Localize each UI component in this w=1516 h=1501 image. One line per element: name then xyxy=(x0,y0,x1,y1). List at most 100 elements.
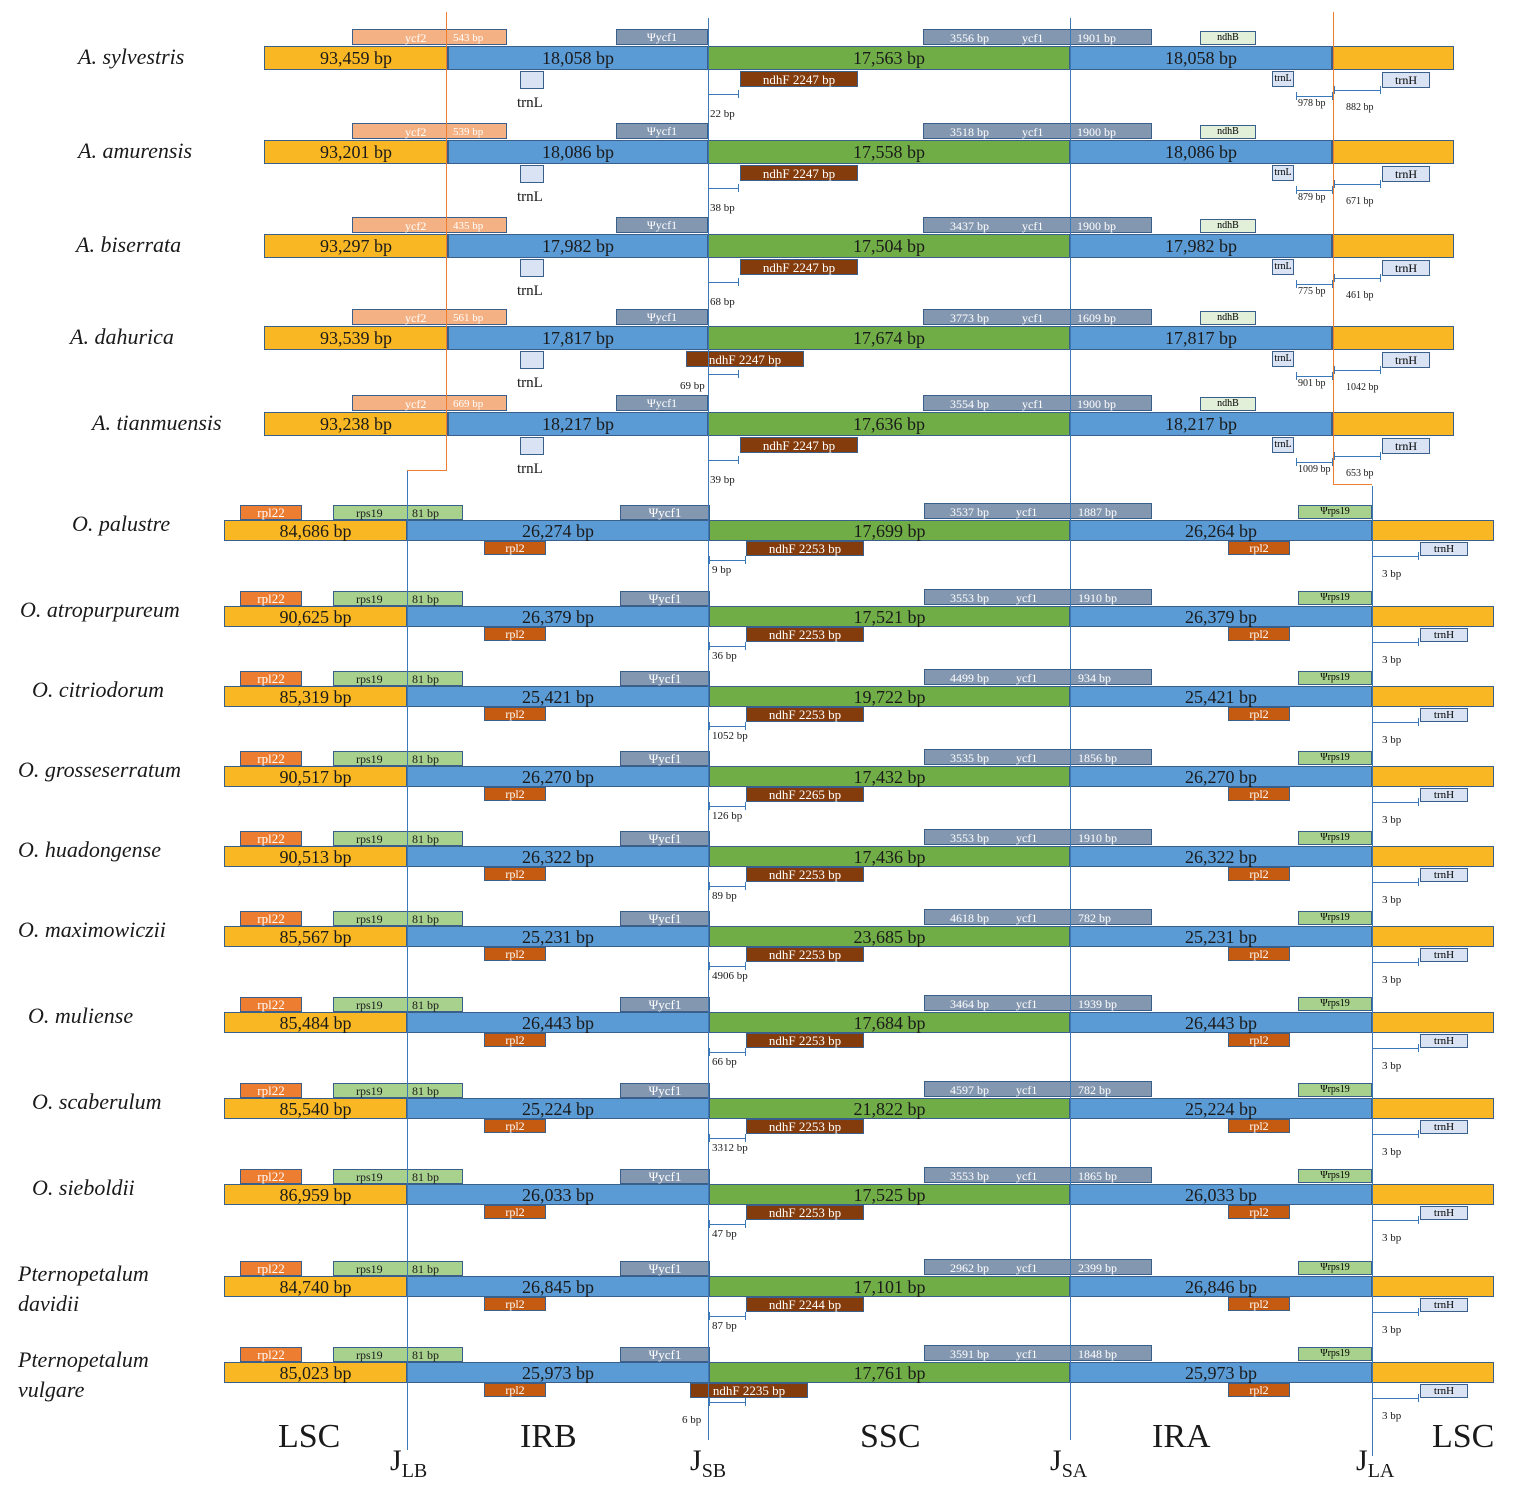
trnL-label: trnL xyxy=(517,461,543,477)
ndhF-gap-label: 3312 bp xyxy=(712,1142,748,1154)
ndhF-gene: ndhF 2253 bp xyxy=(746,541,864,556)
ssc-region: 17,699 bp xyxy=(709,520,1070,541)
species-name: O. muliense xyxy=(28,1003,134,1028)
ndhF-gene: ndhF 2247 bp xyxy=(740,165,858,181)
ssc-region: 17,563 bp xyxy=(708,46,1070,70)
ndhF-gap-label: 6 bp xyxy=(682,1414,702,1426)
ycf1-right-length: 1910 bp xyxy=(1078,831,1117,845)
species-name: O. sieboldii xyxy=(32,1175,135,1200)
ycf1-right-length: 1609 bp xyxy=(1077,311,1116,325)
irb-region: 25,224 bp xyxy=(407,1098,709,1119)
ndhF-gene: ndhF 2244 bp xyxy=(746,1297,864,1312)
gap-a-bracket-tick xyxy=(1332,458,1334,466)
irb-region: 26,322 bp xyxy=(407,846,709,867)
ira-region: 25,224 bp xyxy=(1070,1098,1372,1119)
ycf1-label: ycf1 xyxy=(1016,751,1038,765)
ndhF-gap-bracket xyxy=(708,374,738,375)
trnH-box: trnH xyxy=(1420,948,1468,962)
ycf2-gene xyxy=(352,395,507,411)
ycf1-gene xyxy=(923,123,1152,139)
lsc-region: 85,484 bp xyxy=(224,1012,407,1033)
trnL-box-right: trnL xyxy=(1272,71,1294,87)
ycf1-left-length: 3518 bp xyxy=(950,125,989,139)
ndhF-gap-bracket xyxy=(709,1138,745,1139)
rps19-gene xyxy=(333,997,463,1012)
ira-region: 26,322 bp xyxy=(1070,846,1372,867)
gap-b-bracket xyxy=(1334,90,1380,91)
rps19-label: rps19 xyxy=(356,832,383,846)
psi-ycf1-gene: Ψycf1 xyxy=(616,29,708,45)
rps19-gene xyxy=(333,911,463,926)
ndhF-gap-bracket xyxy=(709,646,745,647)
trnH-gap-bracket xyxy=(1372,1220,1418,1221)
psi-ycf1-gene: Ψycf1 xyxy=(620,1261,710,1276)
ira-region: 26,379 bp xyxy=(1070,606,1372,627)
ira-region: 25,973 bp xyxy=(1070,1362,1372,1383)
ndhF-gap-bracket xyxy=(709,806,745,807)
rps19-label: rps19 xyxy=(356,1262,383,1276)
ycf1-right-length: 1910 bp xyxy=(1078,591,1117,605)
rpl2-gene-right: rpl2 xyxy=(1228,1033,1290,1047)
ycf1-left-length: 3535 bp xyxy=(950,751,989,765)
ndhF-gap-label: 9 bp xyxy=(712,564,732,576)
ycf1-label: ycf1 xyxy=(1022,31,1044,45)
lsc-region: 90,625 bp xyxy=(224,606,407,627)
rps19-label: rps19 xyxy=(356,506,383,520)
ndhF-gap-bracket-tick xyxy=(709,1220,711,1228)
angelica-jla-link xyxy=(1333,484,1372,485)
trnH-gap-bracket xyxy=(1372,1134,1418,1135)
ndhF-gap-bracket xyxy=(709,1052,745,1053)
ira-region: 17,982 bp xyxy=(1070,234,1332,258)
species-name-line2: davidii xyxy=(18,1291,80,1316)
rpl22-gene: rpl22 xyxy=(240,831,302,846)
ndhF-gap-label: 87 bp xyxy=(712,1320,737,1332)
ycf1-label: ycf1 xyxy=(1016,911,1038,925)
trnH-box: trnH xyxy=(1420,708,1468,722)
psi-ycf1-gene: Ψycf1 xyxy=(620,1169,710,1184)
ndhF-gap-bracket xyxy=(708,188,738,189)
gap-b-label: 461 bp xyxy=(1346,290,1374,301)
ycf1-label: ycf1 xyxy=(1016,1083,1038,1097)
lsc-region: 84,686 bp xyxy=(224,520,407,541)
gap-a-bracket-tick xyxy=(1332,280,1334,288)
psi-rps19-gene: Ψrps19 xyxy=(1298,671,1372,685)
psi-rps19-gene: Ψrps19 xyxy=(1298,1083,1372,1097)
species-name-line1: Pternopetalum xyxy=(18,1261,149,1286)
trnH-gap-bracket xyxy=(1372,556,1418,557)
species-name: O. citriodorum xyxy=(32,677,164,702)
ycf2-length: 435 bp xyxy=(453,220,484,232)
ndhF-gap-label: 36 bp xyxy=(712,650,737,662)
ssc-region: 17,521 bp xyxy=(709,606,1070,627)
gap-b-label: 671 bp xyxy=(1346,196,1374,207)
trnH-gap-bracket xyxy=(1372,802,1418,803)
lsc-region xyxy=(1372,846,1494,867)
gap-a-bracket xyxy=(1296,376,1332,377)
ndhF-gap-label: 38 bp xyxy=(710,202,735,214)
gap-a-label: 879 bp xyxy=(1298,192,1326,203)
rpl2-gene: rpl2 xyxy=(484,947,546,961)
rps19-length: 81 bp xyxy=(412,912,439,926)
irb-region: 26,033 bp xyxy=(407,1184,709,1205)
species-name: O. atropurpureum xyxy=(20,597,180,622)
junction-letter: J xyxy=(1356,1444,1368,1477)
irb-region: 26,443 bp xyxy=(407,1012,709,1033)
lsc-region xyxy=(1372,1184,1494,1205)
psi-ycf1-gene: Ψycf1 xyxy=(620,751,710,766)
trnH-gap-bracket-tick xyxy=(1418,1130,1420,1138)
ycf2-label: ycf2 xyxy=(405,311,427,325)
lsc-region: 84,740 bp xyxy=(224,1276,407,1297)
rpl2-gene: rpl2 xyxy=(484,787,546,801)
rpl2-gene: rpl2 xyxy=(484,541,546,555)
rpl2-gene: rpl2 xyxy=(484,707,546,721)
junction-subscript: SA xyxy=(1061,1460,1088,1482)
ndhF-gap-bracket-tick xyxy=(745,1312,747,1320)
rps19-length: 81 bp xyxy=(412,1262,439,1276)
rpl2-gene-right: rpl2 xyxy=(1228,947,1290,961)
ycf2-length: 539 bp xyxy=(453,126,484,138)
junction-label: JSA xyxy=(1050,1446,1088,1482)
psi-ycf1-gene: Ψycf1 xyxy=(616,217,708,233)
ssc-region: 23,685 bp xyxy=(709,926,1070,947)
trnH-box: trnH xyxy=(1382,260,1430,276)
gap-b-bracket-tick xyxy=(1380,180,1382,188)
gap-a-bracket xyxy=(1296,190,1332,191)
